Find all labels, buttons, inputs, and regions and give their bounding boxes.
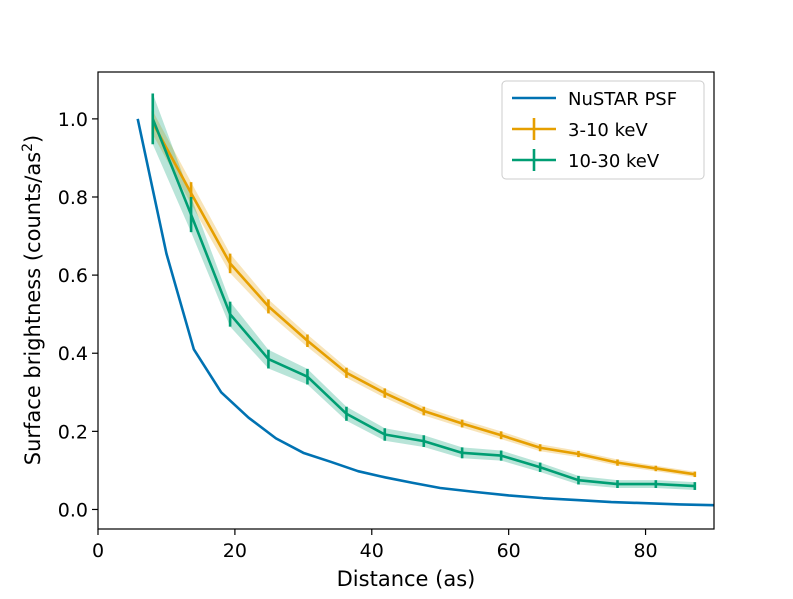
- legend-label-10-30: 10-30 keV: [568, 151, 660, 172]
- band-3-10-kev: [152, 111, 695, 478]
- legend: NuSTAR PSF 3-10 keV 10-30 keV: [501, 80, 705, 180]
- error-bars: [151, 93, 697, 490]
- x-tick-label-80: 80: [633, 540, 657, 562]
- legend-box: [501, 80, 705, 180]
- x-tick-label-40: 40: [360, 540, 384, 562]
- y-tick-label-0.8: 0.8: [58, 187, 88, 209]
- y-tick-label-0.4: 0.4: [58, 343, 88, 365]
- y-tick-label-1.0: 1.0: [58, 109, 88, 131]
- y-tick-label-0.6: 0.6: [58, 265, 88, 287]
- x-tick-label-20: 20: [223, 540, 247, 562]
- x-axis-ticks: 0 20 40 60 80: [92, 529, 658, 562]
- y-axis-ticks: 0.0 0.2 0.4 0.6 0.8 1.0: [58, 109, 98, 521]
- line-nustar-psf: [136, 118, 715, 507]
- error-bands: [152, 93, 695, 490]
- y-tick-label-0.0: 0.0: [58, 499, 88, 521]
- x-tick-label-60: 60: [497, 540, 521, 562]
- x-axis-label: Distance (as): [337, 567, 476, 591]
- plot-frame: [97, 71, 715, 530]
- legend-label-3-10: 3-10 keV: [568, 120, 648, 141]
- y-axis-label: Surface brightness (counts/as2): [20, 135, 45, 466]
- legend-label-psf: NuSTAR PSF: [568, 89, 677, 110]
- x-tick-label-0: 0: [92, 540, 104, 562]
- y-tick-label-0.2: 0.2: [58, 421, 88, 443]
